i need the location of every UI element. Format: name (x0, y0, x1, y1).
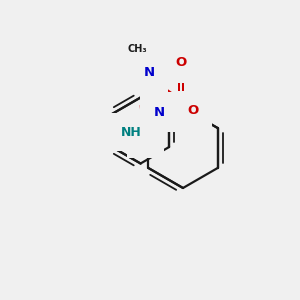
Text: CH₃: CH₃ (128, 44, 148, 54)
Text: O: O (140, 132, 151, 145)
Text: O: O (188, 104, 199, 117)
Text: N: N (154, 106, 165, 118)
Text: NH: NH (121, 125, 141, 139)
Text: O: O (176, 56, 187, 70)
Text: N: N (144, 67, 155, 80)
